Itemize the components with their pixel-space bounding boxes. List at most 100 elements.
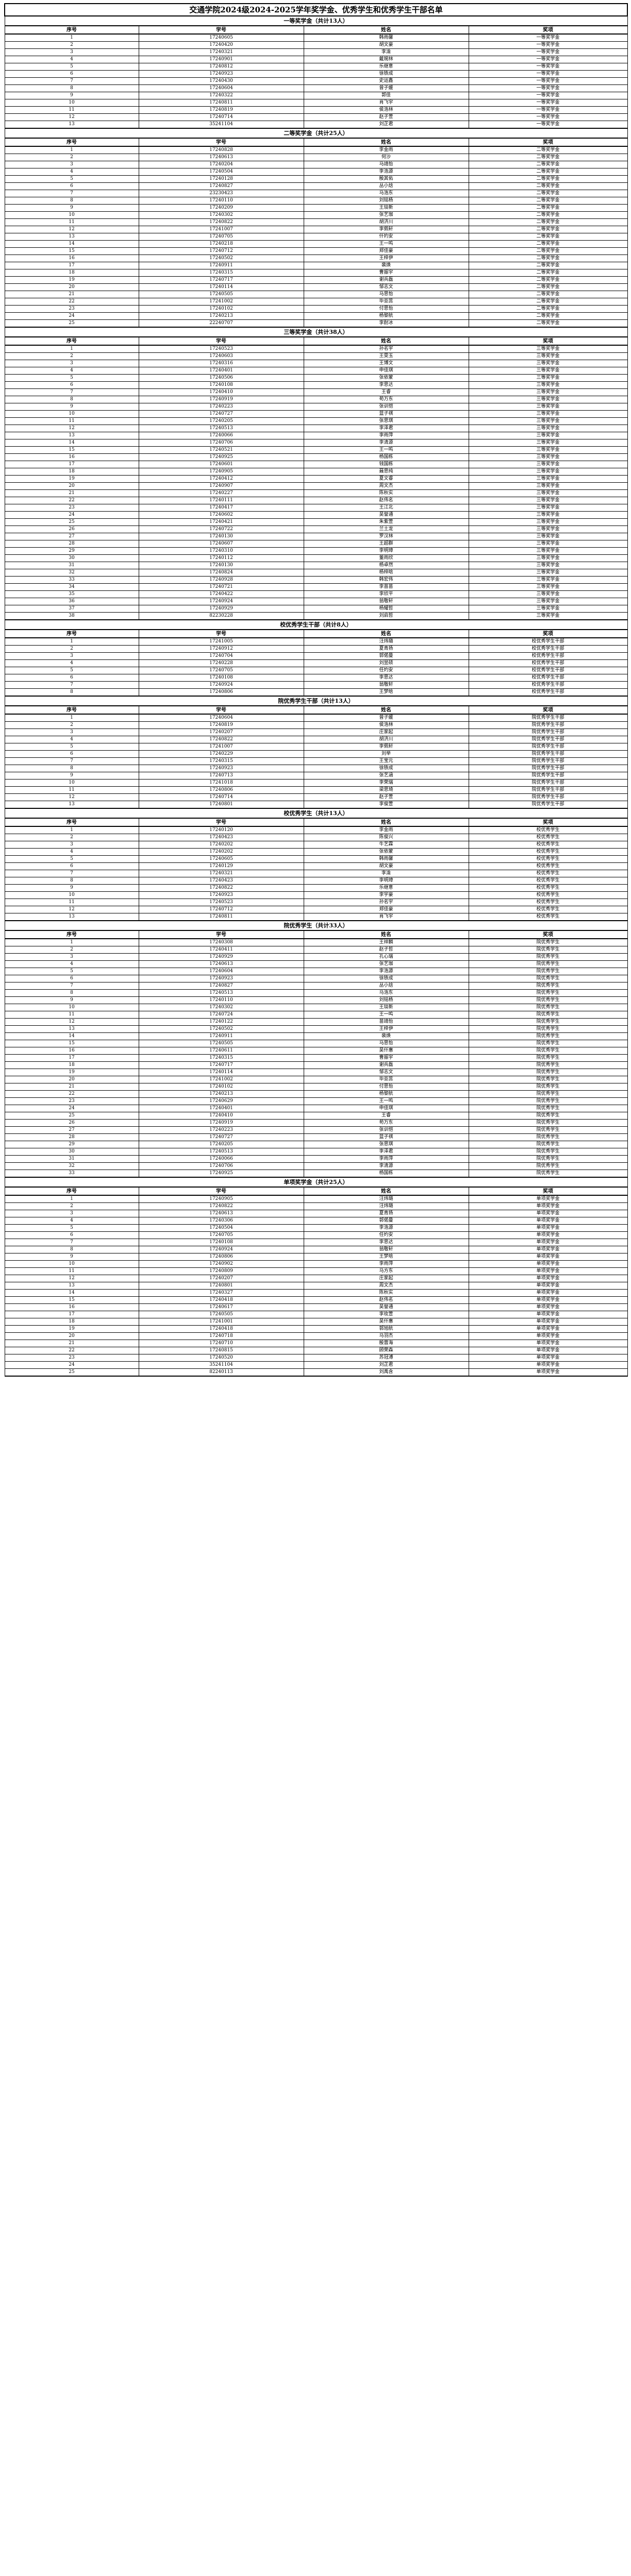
row-index: 22 bbox=[4, 298, 139, 306]
award-name: 院优秀学生 bbox=[468, 1040, 628, 1047]
student-id: 17240128 bbox=[138, 175, 304, 183]
student-id: 17240815 bbox=[138, 1347, 304, 1354]
award-name: 单项奖学金 bbox=[468, 1303, 628, 1311]
award-name: 三等奖学金 bbox=[468, 547, 628, 555]
row-index: 6 bbox=[4, 975, 139, 982]
student-name: 庄家起 bbox=[303, 1275, 469, 1282]
table-row: 33 17240925 杨国栋 院优秀学生 bbox=[4, 1170, 628, 1178]
student-id: 17240130 bbox=[138, 533, 304, 540]
student-id: 17240713 bbox=[138, 772, 304, 779]
award-name: 二等奖学金 bbox=[468, 305, 628, 313]
award-name: 院优秀学生 bbox=[468, 1076, 628, 1083]
table-row: 5 17240128 殷其佑 二等奖学金 bbox=[4, 175, 628, 183]
table-row: 7 17240827 丛小焓 院优秀学生 bbox=[4, 982, 628, 990]
student-name: 钱国栋 bbox=[303, 461, 469, 468]
table-row: 23 17240520 苏冠溥 单项奖学金 bbox=[4, 1354, 628, 1362]
award-name: 二等奖学金 bbox=[468, 240, 628, 248]
award-name: 三等奖学金 bbox=[468, 562, 628, 569]
award-name: 二等奖学金 bbox=[468, 154, 628, 161]
table-row: 26 17240919 苟万东 院优秀学生 bbox=[4, 1119, 628, 1127]
table-row: 8 17240513 马浩东 院优秀学生 bbox=[4, 989, 628, 997]
row-index: 5 bbox=[4, 667, 139, 674]
student-name: 顾荣森 bbox=[303, 1347, 469, 1354]
table-row: 5 17240705 任妁安 校优秀学生干部 bbox=[4, 667, 628, 674]
table-row: 27 17240130 罗汉林 三等奖学金 bbox=[4, 533, 628, 540]
table-row: 15 17240418 赵伟名 单项奖学金 bbox=[4, 1296, 628, 1304]
student-name: 李清源 bbox=[303, 439, 469, 447]
award-name: 院优秀学生干部 bbox=[468, 736, 628, 743]
student-name: 谢兵磊 bbox=[303, 276, 469, 284]
student-id: 17240505 bbox=[138, 291, 304, 298]
award-name: 二等奖学金 bbox=[468, 319, 628, 328]
row-index: 15 bbox=[4, 446, 139, 454]
row-index: 5 bbox=[4, 855, 139, 863]
award-name: 一等奖学金 bbox=[468, 84, 628, 92]
table-row: 5 17240605 韩雨馨 校优秀学生 bbox=[4, 855, 628, 863]
table-row: 12 17240207 庄家起 单项奖学金 bbox=[4, 1275, 628, 1282]
student-name: 王梦晗 bbox=[303, 688, 469, 697]
table-row: 21 17240227 陈秋实 三等奖学金 bbox=[4, 489, 628, 497]
table-row: 25 22240707 李耐冰 二等奖学金 bbox=[4, 319, 628, 328]
row-index: 5 bbox=[4, 63, 139, 71]
column-header-1: 学号 bbox=[138, 930, 304, 939]
student-name: 王梓伊 bbox=[303, 255, 469, 262]
row-index: 7 bbox=[4, 681, 139, 689]
student-name: 徐铁成 bbox=[303, 975, 469, 982]
table-row: 7 17240924 翁敬轩 校优秀学生干部 bbox=[4, 681, 628, 689]
row-index: 6 bbox=[4, 862, 139, 870]
table-row: 1 17240523 孙名宇 三等奖学金 bbox=[4, 345, 628, 353]
row-index: 2 bbox=[4, 154, 139, 161]
student-id: 17240418 bbox=[138, 1325, 304, 1333]
row-index: 5 bbox=[4, 374, 139, 382]
student-id: 17240066 bbox=[138, 432, 304, 439]
student-id: 17240617 bbox=[138, 1303, 304, 1311]
table-row: 5 17241007 李佩轩 院优秀学生干部 bbox=[4, 743, 628, 751]
student-name: 王雯玉 bbox=[303, 352, 469, 360]
table-row: 20 17240718 马羽杰 单项奖学金 bbox=[4, 1332, 628, 1340]
student-name: 李荣瑞 bbox=[303, 779, 469, 787]
row-index: 26 bbox=[4, 1119, 139, 1127]
award-name: 三等奖学金 bbox=[468, 504, 628, 512]
award-name: 二等奖学金 bbox=[468, 269, 628, 277]
student-id: 17240801 bbox=[138, 1282, 304, 1290]
student-id: 17240423 bbox=[138, 834, 304, 841]
award-name: 三等奖学金 bbox=[468, 439, 628, 447]
student-id: 17240822 bbox=[138, 736, 304, 743]
row-index: 17 bbox=[4, 262, 139, 269]
award-name: 院优秀学生 bbox=[468, 1133, 628, 1141]
student-name: 王梦晗 bbox=[303, 1253, 469, 1261]
table-row: 2 17240613 何沙 二等奖学金 bbox=[4, 154, 628, 161]
row-index: 11 bbox=[4, 899, 139, 906]
award-name: 二等奖学金 bbox=[468, 233, 628, 241]
student-name: 王梓伊 bbox=[303, 1025, 469, 1033]
section-heading: 三等奖学金（共计38人） bbox=[4, 327, 628, 337]
row-index: 6 bbox=[4, 674, 139, 682]
award-name: 校优秀学生 bbox=[468, 826, 628, 834]
table-row: 10 17240302 张艺珈 二等奖学金 bbox=[4, 211, 628, 219]
award-name: 单项奖学金 bbox=[468, 1253, 628, 1261]
student-id: 17240727 bbox=[138, 1133, 304, 1141]
table-row: 2 17240411 赵子哲 院优秀学生 bbox=[4, 946, 628, 954]
row-index: 37 bbox=[4, 605, 139, 613]
award-name: 单项奖学金 bbox=[468, 1368, 628, 1377]
student-name: 李耐冰 bbox=[303, 319, 469, 328]
student-name: 夏青扬 bbox=[303, 1210, 469, 1217]
student-name: 申佳琪 bbox=[303, 1105, 469, 1112]
row-index: 9 bbox=[4, 204, 139, 212]
award-name: 院优秀学生 bbox=[468, 1069, 628, 1076]
column-header-2: 姓名 bbox=[303, 138, 469, 147]
student-id: 17240924 bbox=[138, 681, 304, 689]
column-header-2: 姓名 bbox=[303, 629, 469, 638]
row-index: 1 bbox=[4, 714, 139, 722]
row-index: 19 bbox=[4, 1069, 139, 1076]
table-row: 9 17240223 张训恺 三等奖学金 bbox=[4, 403, 628, 411]
table-row: 16 17240925 杨国栋 三等奖学金 bbox=[4, 453, 628, 461]
table-row: 13 17240801 李俊萱 院优秀学生干部 bbox=[4, 801, 628, 809]
table-row: 14 17240327 陈秋实 单项奖学金 bbox=[4, 1289, 628, 1297]
award-name: 院优秀学生 bbox=[468, 1047, 628, 1055]
student-id: 17240806 bbox=[138, 786, 304, 794]
column-header-3: 奖项 bbox=[468, 138, 628, 147]
student-name: 刘铭杨 bbox=[303, 197, 469, 205]
table-row: 16 17240611 吴仟惠 院优秀学生 bbox=[4, 1047, 628, 1055]
document-title-row: 交通学院2024级2024-2025学年奖学金、优秀学生和优秀学生干部名单 bbox=[4, 3, 628, 16]
